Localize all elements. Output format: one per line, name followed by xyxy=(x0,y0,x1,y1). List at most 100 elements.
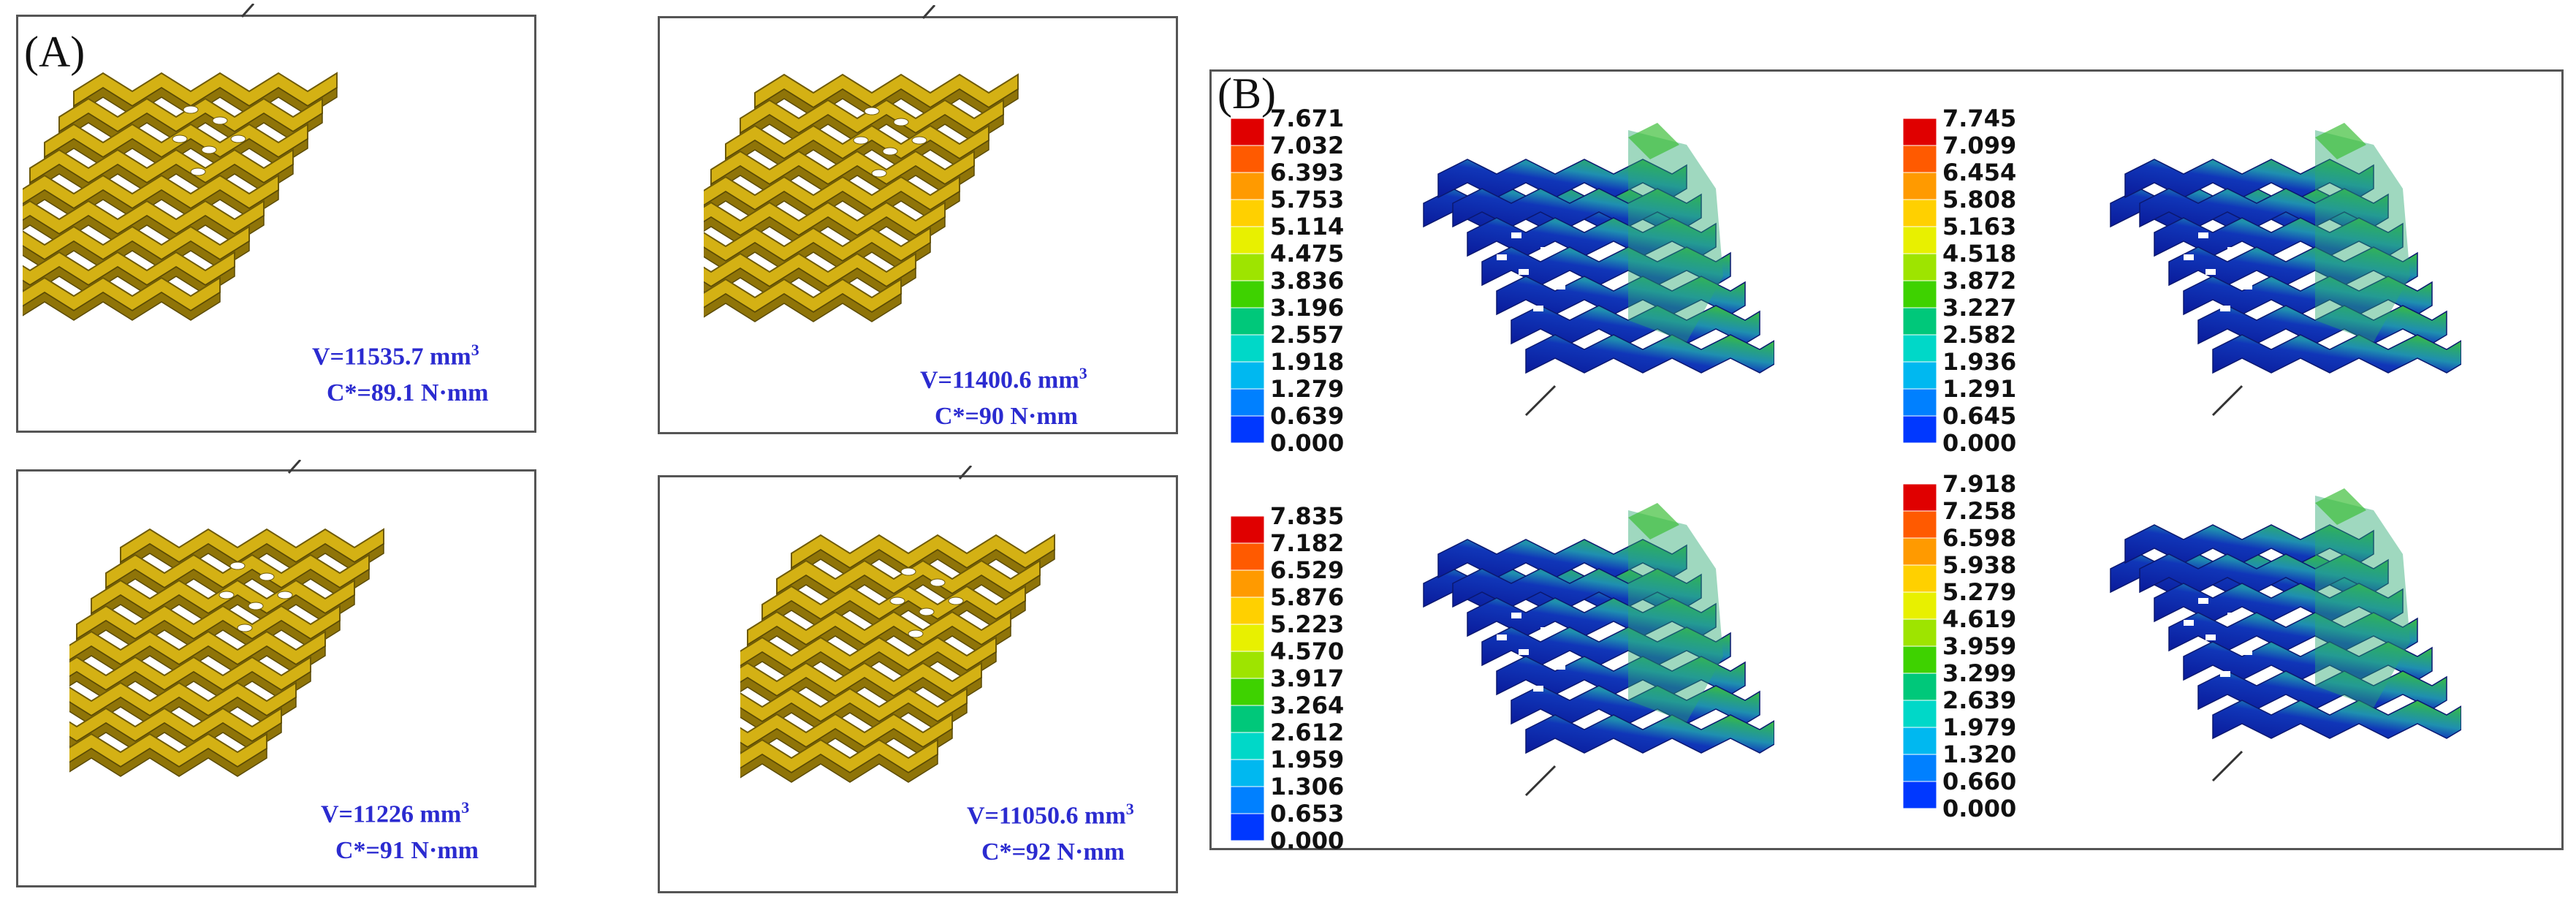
legend-tick-label: 6.529 xyxy=(1270,556,1344,584)
stress-contour-plot xyxy=(1409,481,1774,847)
volume-value: V=11050.6 mm3 xyxy=(967,798,1134,834)
legend-color-band xyxy=(1903,118,1937,145)
panel-a-design-1: (A) V=11535.7 mm3 C*=89.1 N·mm xyxy=(16,15,536,433)
legend-tick-label: 4.518 xyxy=(1942,240,2016,268)
origami-structure xyxy=(740,466,1120,809)
legend-color-band xyxy=(1231,760,1264,787)
legend-tick-label: 0.653 xyxy=(1270,800,1344,828)
legend-color-band xyxy=(1903,200,1937,227)
volume-value: V=11400.6 mm3 xyxy=(920,362,1087,398)
legend-tick-label: 5.163 xyxy=(1942,213,2016,241)
legend-tick-label: 5.223 xyxy=(1270,610,1344,638)
legend-tick-label: 2.612 xyxy=(1270,719,1344,746)
legend-color-band xyxy=(1231,389,1264,416)
legend-tick-label: 3.299 xyxy=(1942,659,2016,687)
legend-color-band xyxy=(1231,227,1264,254)
legend-color-band xyxy=(1231,416,1264,443)
legend-color-band xyxy=(1903,308,1937,335)
legend-color-band xyxy=(1231,597,1264,624)
legend-color-band xyxy=(1231,254,1264,281)
design-caption: V=11226 mm3 C*=91 N·mm xyxy=(321,796,479,868)
legend-tick-label: 7.745 xyxy=(1942,107,2016,132)
panel-a-design-4: V=11050.6 mm3 C*=92 N·mm xyxy=(658,475,1178,893)
legend-tick-label: 4.619 xyxy=(1942,605,2016,633)
legend-tick-label: 1.959 xyxy=(1270,746,1344,773)
legend-color-band xyxy=(1903,619,1937,646)
legend-tick-label: 0.000 xyxy=(1942,429,2016,457)
legend-color-band xyxy=(1231,335,1264,362)
legend-color-band xyxy=(1231,787,1264,814)
legend-tick-label: 4.570 xyxy=(1270,637,1344,665)
legend-tick-label: 0.645 xyxy=(1942,402,2016,430)
legend-tick-label: 5.808 xyxy=(1942,186,2016,213)
legend-tick-label: 7.258 xyxy=(1942,497,2016,525)
legend-tick-label: 2.582 xyxy=(1942,321,2016,349)
legend-color-band xyxy=(1903,281,1937,308)
legend-color-band xyxy=(1231,705,1264,732)
legend-tick-label: 0.660 xyxy=(1942,768,2016,795)
legend-color-band xyxy=(1231,678,1264,705)
legend-tick-label: 3.836 xyxy=(1270,267,1344,295)
legend-color-band xyxy=(1231,173,1264,200)
legend-tick-label: 1.291 xyxy=(1942,375,2016,403)
design-caption: V=11400.6 mm3 C*=90 N·mm xyxy=(920,362,1087,434)
legend-tick-label: 3.872 xyxy=(1942,267,2016,295)
volume-value: V=11535.7 mm3 xyxy=(312,338,488,375)
legend-color-band xyxy=(1231,308,1264,335)
legend-tick-label: 1.918 xyxy=(1270,348,1344,376)
origami-structure xyxy=(704,5,1084,349)
stress-contour-plot xyxy=(2096,101,2461,466)
legend-color-band xyxy=(1903,781,1937,809)
legend-color-band xyxy=(1231,651,1264,678)
panel-b-stress-results: (B) 7.671 7.032 6.393 5.753 5.114 4.475 3.836 3… xyxy=(1209,69,2564,850)
design-caption: V=11050.6 mm3 C*=92 N·mm xyxy=(967,798,1134,870)
panel-a-design-3: V=11226 mm3 C*=91 N·mm xyxy=(16,469,536,887)
legend-tick-label: 2.639 xyxy=(1942,686,2016,714)
compliance-value: C*=90 N·mm xyxy=(920,398,1087,434)
legend-color-band xyxy=(1231,362,1264,389)
legend-color-band xyxy=(1903,362,1937,389)
legend-color-band xyxy=(1903,646,1937,673)
legend-color-band xyxy=(1903,511,1937,538)
origami-structure xyxy=(23,4,403,347)
legend-tick-label: 0.000 xyxy=(1270,827,1344,855)
legend-color-band xyxy=(1903,565,1937,592)
legend-tick-label: 7.671 xyxy=(1270,107,1344,132)
legend-tick-label: 1.306 xyxy=(1270,773,1344,800)
legend-tick-label: 2.557 xyxy=(1270,321,1344,349)
legend-tick-label: 0.000 xyxy=(1942,795,2016,822)
legend-color-band xyxy=(1231,145,1264,173)
legend-color-band xyxy=(1903,592,1937,619)
legend-color-band xyxy=(1231,516,1264,543)
legend-tick-label: 3.264 xyxy=(1270,692,1344,719)
compliance-value: C*=92 N·mm xyxy=(967,834,1134,870)
legend-tick-label: 7.182 xyxy=(1270,529,1344,557)
origami-structure xyxy=(69,460,449,803)
legend-tick-label: 5.938 xyxy=(1942,551,2016,579)
legend-tick-label: 1.279 xyxy=(1270,375,1344,403)
legend-tick-label: 1.979 xyxy=(1942,713,2016,741)
legend-color-band xyxy=(1231,118,1264,145)
design-caption: V=11535.7 mm3 C*=89.1 N·mm xyxy=(312,338,488,411)
legend-color-band xyxy=(1903,700,1937,727)
legend-color-band xyxy=(1231,281,1264,308)
stress-contour-plot xyxy=(2096,466,2461,832)
legend-tick-label: 6.598 xyxy=(1942,524,2016,552)
legend-tick-label: 1.936 xyxy=(1942,348,2016,376)
volume-value: V=11226 mm3 xyxy=(321,796,479,833)
legend-color-band xyxy=(1903,673,1937,700)
legend-color-band xyxy=(1231,543,1264,570)
legend-color-band xyxy=(1903,145,1937,173)
legend-tick-label: 7.099 xyxy=(1942,132,2016,159)
legend-tick-label: 3.959 xyxy=(1942,632,2016,660)
legend-tick-label: 1.320 xyxy=(1942,741,2016,768)
legend-color-band xyxy=(1903,538,1937,565)
legend-tick-label: 5.114 xyxy=(1270,213,1344,241)
legend-color-band xyxy=(1903,484,1937,511)
legend-color-band xyxy=(1231,200,1264,227)
legend-tick-label: 3.227 xyxy=(1942,294,2016,322)
legend-tick-label: 4.475 xyxy=(1270,240,1344,268)
legend-color-band xyxy=(1903,227,1937,254)
legend-color-band xyxy=(1231,570,1264,597)
panel-a-design-2: V=11400.6 mm3 C*=90 N·mm xyxy=(658,16,1178,434)
